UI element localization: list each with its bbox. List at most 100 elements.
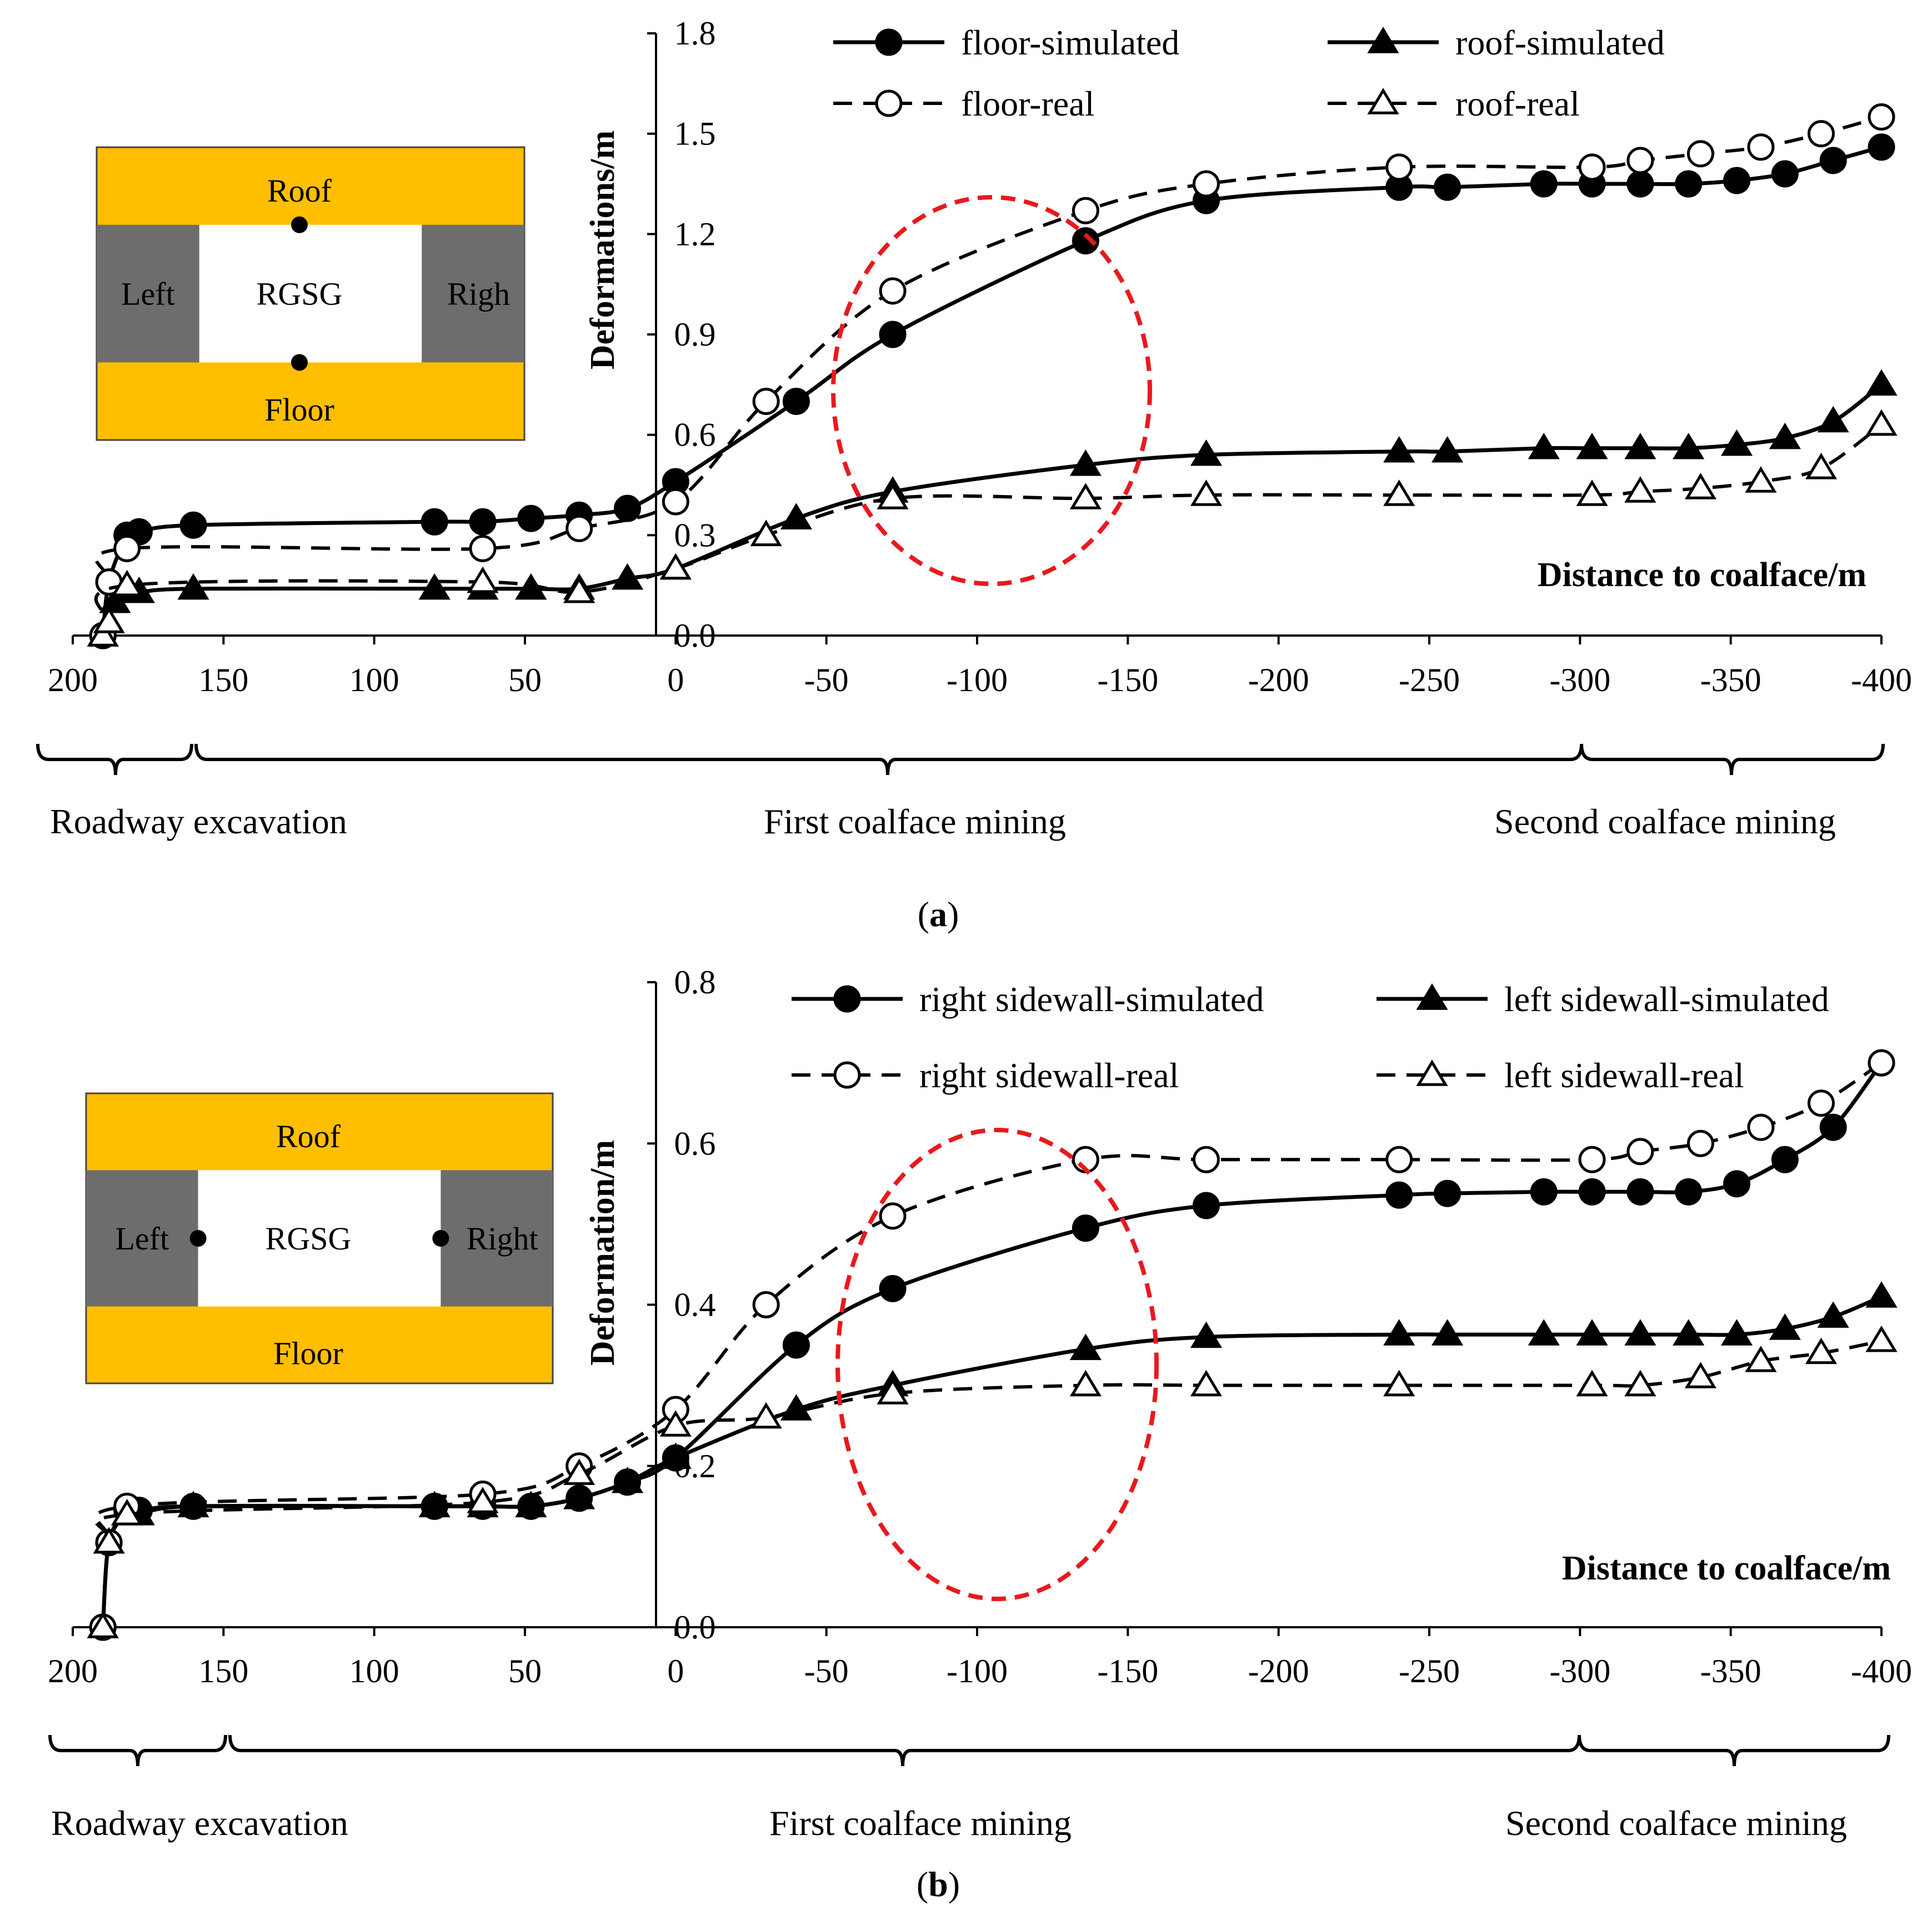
panel-b-x-tick-label: -200: [1248, 1653, 1309, 1689]
panel-a-series-2: [89, 103, 1895, 649]
panel-b-phase-brace: [1578, 1734, 1890, 1767]
panel-a-inset: Roof Floor Left Righ RGSG: [96, 146, 525, 441]
panel-a-data-point: [1576, 479, 1608, 506]
panel-a-x-tick-label: -400: [1851, 662, 1912, 698]
panel-a: 200 150 100 50 0 -50 -100 -150 -200 -250 -300 -350 -…: [36, 15, 1912, 934]
panel-b: 200 150 100 50 0 -50 -100 -150 -200 -250 -300 -350 -…: [48, 964, 1912, 1904]
panel-b-data-point: [1434, 1179, 1461, 1207]
panel-a-x-tick-label: -100: [947, 662, 1008, 698]
panel-a-data-point: [1686, 140, 1714, 168]
panel-b-data-point: [1069, 1333, 1102, 1361]
panel-b-data-point: [1626, 1138, 1654, 1166]
panel-a-data-point: [565, 514, 593, 542]
panel-a-data-point: [1069, 449, 1102, 476]
panel-b-x-tick-label: 0: [667, 1653, 684, 1689]
panel-b-data-point: [93, 1527, 125, 1554]
panel-a-data-point: [1431, 436, 1464, 463]
panel-b-legend-marker: [833, 985, 861, 1013]
panel-b-y-axis-title: Deformation/m: [584, 1140, 622, 1366]
panel-b-data-point: [1576, 1369, 1608, 1397]
panel-a-data-point: [1865, 369, 1898, 396]
panel-b-x-tick-label: -50: [804, 1653, 849, 1689]
panel-b-inset-right-point: [432, 1230, 449, 1247]
panel-a-data-point: [1771, 160, 1799, 188]
panel-a-legend-marker: [875, 28, 903, 56]
panel-a-data-point: [1868, 103, 1895, 131]
panel-a-x-tick-label: 100: [349, 662, 399, 698]
panel-a-data-point: [1072, 197, 1099, 224]
panel-a-inset-roof-label: Roof: [267, 173, 332, 209]
panel-a-x-tick-label: 0: [667, 662, 684, 698]
panel-a-caption-label: (a): [918, 894, 959, 934]
panel-b-data-point: [879, 1274, 907, 1302]
panel-a-series-line: [94, 423, 1883, 637]
panel-b-data-point: [87, 1612, 119, 1638]
panel-a-legend-marker: [1367, 27, 1399, 53]
panel-b-y-tick-label: 0.4: [674, 1287, 716, 1323]
panel-b-series-line: [94, 1339, 1882, 1628]
panel-a-y-tick-label: 1.5: [674, 116, 716, 152]
panel-b-data-point: [659, 1442, 692, 1469]
panel-a-data-point: [1626, 147, 1654, 174]
panel-a-inset-left-label: Left: [121, 276, 175, 312]
panel-a-x-axis-title: Distance to coalface/m: [1538, 556, 1866, 594]
panel-b-data-point: [1624, 1319, 1656, 1346]
panel-b-data-point: [515, 1491, 547, 1518]
panel-b-data-point: [879, 1202, 907, 1230]
panel-b-data-point: [782, 1331, 810, 1359]
panel-b-inset-center-label: RGSG: [266, 1221, 352, 1257]
panel-a-data-point: [659, 553, 692, 580]
panel-b-data-point: [611, 1466, 644, 1493]
panel-a-x-tick-label: -250: [1399, 662, 1460, 698]
panel-a-data-point: [87, 620, 119, 647]
panel-a-data-point: [469, 534, 497, 562]
panel-a-data-point: [1383, 479, 1415, 506]
panel-a-data-point: [879, 321, 907, 348]
panel-a-data-point: [177, 573, 209, 600]
panel-a-data-point: [1072, 227, 1099, 254]
panel-a-inset-right-label: Righ: [447, 276, 510, 312]
panel-a-data-point: [1383, 436, 1415, 463]
panel-a-data-point: [1865, 409, 1898, 436]
panel-b-phase-braces: Roadway excavation First coalface mining S…: [48, 1734, 1890, 1843]
panel-a-data-point: [614, 494, 642, 522]
panel-b-data-point: [1190, 1321, 1223, 1348]
panel-a-data-point: [1434, 173, 1461, 201]
panel-a-data-point: [1530, 170, 1558, 198]
panel-b-data-point: [1769, 1313, 1801, 1340]
panel-b-inset-left-coal: [86, 1170, 198, 1307]
panel-b-data-point: [1190, 1369, 1223, 1397]
panel-a-data-point: [1624, 432, 1656, 459]
panel-b-inset-right-coal: [441, 1170, 553, 1307]
panel-b-data-point: [111, 1498, 143, 1526]
panel-b-inset-left-point: [189, 1230, 207, 1247]
panel-b-data-point: [1865, 1325, 1898, 1352]
panel-a-data-point: [1684, 473, 1717, 499]
panel-b-data-point: [563, 1482, 595, 1509]
panel-b-data-point: [1865, 1281, 1898, 1308]
panel-b-data-point: [1686, 1129, 1714, 1157]
panel-a-data-point: [782, 387, 810, 415]
panel-b-data-point: [752, 1291, 780, 1318]
panel-b-inset-right-label: Right: [467, 1221, 538, 1257]
panel-b-data-point: [1675, 1178, 1703, 1206]
panel-b-data-point: [1578, 1146, 1606, 1173]
panel-b-x-tick-label: 200: [48, 1653, 98, 1689]
panel-a-data-point: [1190, 439, 1223, 466]
panel-b-data-point: [1819, 1113, 1847, 1141]
panel-b-y-tick-label: 0.0: [674, 1609, 716, 1646]
panel-a-data-point: [1624, 476, 1656, 503]
panel-b-data-point: [1771, 1146, 1799, 1173]
panel-a-y-tick-label: 0.9: [674, 316, 716, 353]
panel-a-inset-floor-point: [291, 354, 308, 371]
panel-b-inset-left-label: Left: [115, 1221, 169, 1257]
panel-a-data-point: [179, 511, 207, 539]
panel-b-x-tick-label: -400: [1851, 1653, 1912, 1689]
panel-b-data-point: [1723, 1170, 1751, 1198]
panel-b-caption-close: ): [948, 1864, 960, 1904]
panel-b-data-point: [1383, 1369, 1415, 1397]
panel-b-legend-label: left sidewall-simulated: [1504, 979, 1829, 1019]
panel-b-data-point: [1817, 1301, 1849, 1328]
panel-b-data-point: [1385, 1181, 1413, 1209]
